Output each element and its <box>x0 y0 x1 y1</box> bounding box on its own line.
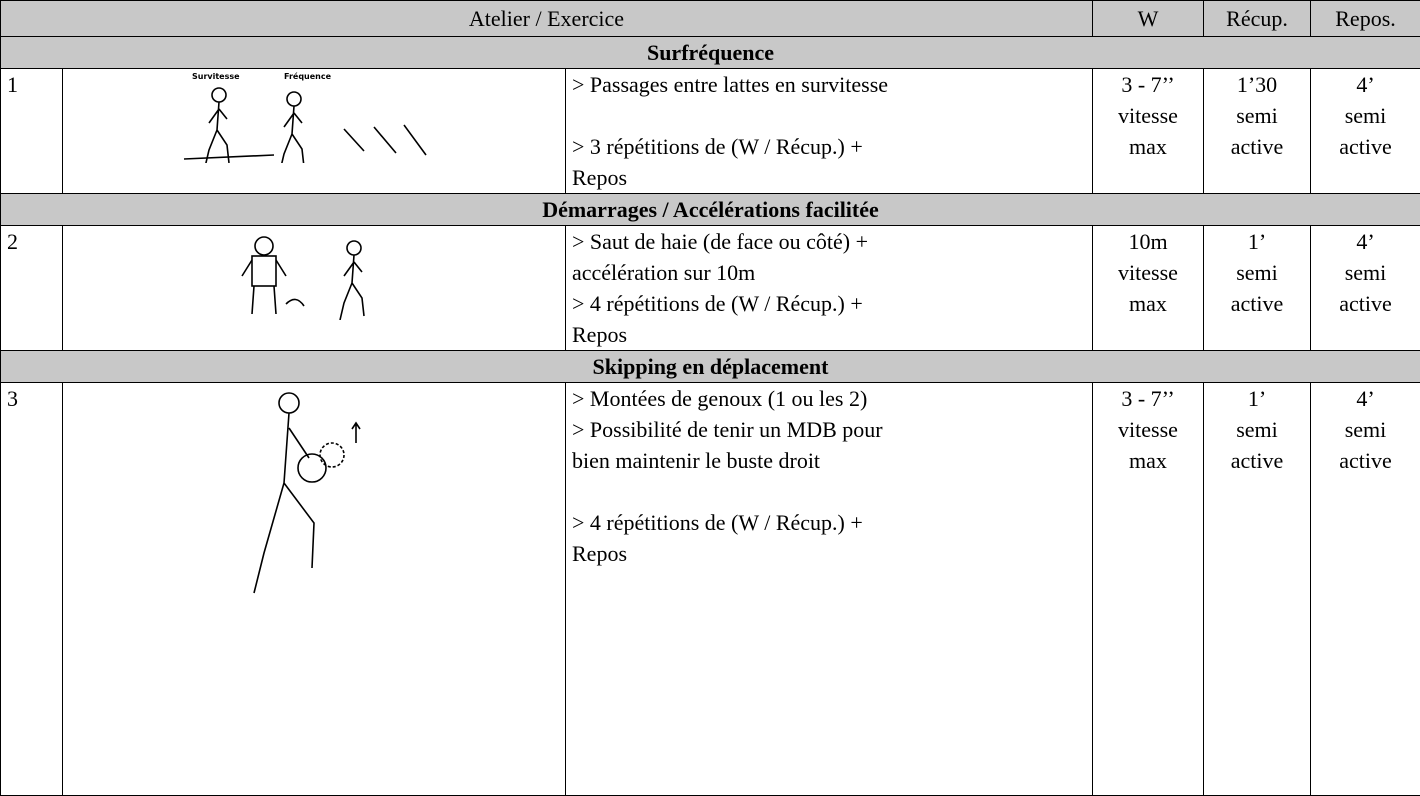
section-row: Skipping en déplacement <box>1 351 1420 383</box>
description-line: > Saut de haie (de face ou côté) + <box>572 226 1086 257</box>
repos-line: 4’ <box>1317 69 1414 100</box>
image-label: Survitesse <box>192 72 240 81</box>
repos-line: active <box>1317 288 1414 319</box>
description-line: > 3 répétitions de (W / Récup.) + <box>572 131 1086 162</box>
illustration <box>204 226 424 320</box>
line-art <box>205 88 229 163</box>
image-cell <box>63 383 566 796</box>
line-art <box>280 92 304 163</box>
recup-line: semi <box>1210 100 1304 131</box>
image-label: Fréquence <box>284 71 332 81</box>
w-line: vitesse <box>1099 257 1197 288</box>
recup-line: semi <box>1210 257 1304 288</box>
section-title: Skipping en déplacement <box>1 351 1420 383</box>
w-line: max <box>1099 131 1197 162</box>
exercise-row: 2 > Saut de haie (de face ou côté) +accé… <box>1 226 1420 351</box>
line-art <box>254 393 360 593</box>
recup-line: 1’ <box>1210 226 1304 257</box>
description-line: Repos <box>572 162 1086 193</box>
image-cell: Survitesse Fréquence <box>63 69 566 194</box>
header-cell: Récup. <box>1204 1 1311 37</box>
line-art <box>340 241 364 320</box>
repos-line: semi <box>1317 257 1414 288</box>
repos-line: 4’ <box>1317 226 1414 257</box>
recup-line: 1’30 <box>1210 69 1304 100</box>
recup-line: active <box>1210 131 1304 162</box>
page: Atelier / Exercice W Récup. Repos. Surfr… <box>0 0 1420 731</box>
recup-line: 1’ <box>1210 383 1304 414</box>
header-row: Atelier / Exercice W Récup. Repos. <box>1 1 1420 37</box>
exercise-number: 2 <box>1 226 63 351</box>
section-row: Démarrages / Accélérations facilitée <box>1 194 1420 226</box>
w-line: max <box>1099 288 1197 319</box>
exercise-number: 1 <box>1 69 63 194</box>
exercise-number: 3 <box>1 383 63 796</box>
w-line: 3 - 7’’ <box>1099 383 1197 414</box>
description-line: > Possibilité de tenir un MDB pour <box>572 414 1086 445</box>
description-cell: > Saut de haie (de face ou côté) +accélé… <box>566 226 1093 351</box>
exercise-row: 3 > Montées de genoux (1 ou les 2)> Poss… <box>1 383 1420 796</box>
repos-line: active <box>1317 445 1414 476</box>
illustration: Survitesse Fréquence <box>164 69 464 163</box>
w-line: 3 - 7’’ <box>1099 69 1197 100</box>
header-cell: Atelier / Exercice <box>1 1 1093 37</box>
blank-line <box>572 100 1086 131</box>
repos-line: semi <box>1317 100 1414 131</box>
repos-line: semi <box>1317 414 1414 445</box>
w-line: 10m <box>1099 226 1197 257</box>
description-line: accélération sur 10m <box>572 257 1086 288</box>
description-line: > 4 répétitions de (W / Récup.) + <box>572 507 1086 538</box>
blank-line <box>572 476 1086 507</box>
recup-line: semi <box>1210 414 1304 445</box>
description-line: > Passages entre lattes en survitesse <box>572 69 1086 100</box>
repos-line: 4’ <box>1317 383 1414 414</box>
description-line: > Montées de genoux (1 ou les 2) <box>572 383 1086 414</box>
w-line: max <box>1099 445 1197 476</box>
description-line: Repos <box>572 319 1086 350</box>
section-row: Surfréquence <box>1 37 1420 69</box>
description-line: Repos <box>572 538 1086 569</box>
image-cell <box>63 226 566 351</box>
header-cell: Repos. <box>1311 1 1420 37</box>
line-art <box>184 125 426 159</box>
description-line: > 4 répétitions de (W / Récup.) + <box>572 288 1086 319</box>
description-cell: > Montées de genoux (1 ou les 2)> Possib… <box>566 383 1093 796</box>
w-line: vitesse <box>1099 100 1197 131</box>
recup-line: active <box>1210 445 1304 476</box>
line-art <box>242 237 304 314</box>
description-cell: > Passages entre lattes en survitesse > 3… <box>566 69 1093 194</box>
repos-line: active <box>1317 131 1414 162</box>
description-line: bien maintenir le buste droit <box>572 445 1086 476</box>
recup-line: active <box>1210 288 1304 319</box>
section-title: Démarrages / Accélérations facilitée <box>1 194 1420 226</box>
illustration <box>234 383 394 623</box>
section-title: Surfréquence <box>1 37 1420 69</box>
exercise-row: 1 Survitesse Fréquence > Passages entre … <box>1 69 1420 194</box>
w-line: vitesse <box>1099 414 1197 445</box>
header-cell: W <box>1093 1 1204 37</box>
